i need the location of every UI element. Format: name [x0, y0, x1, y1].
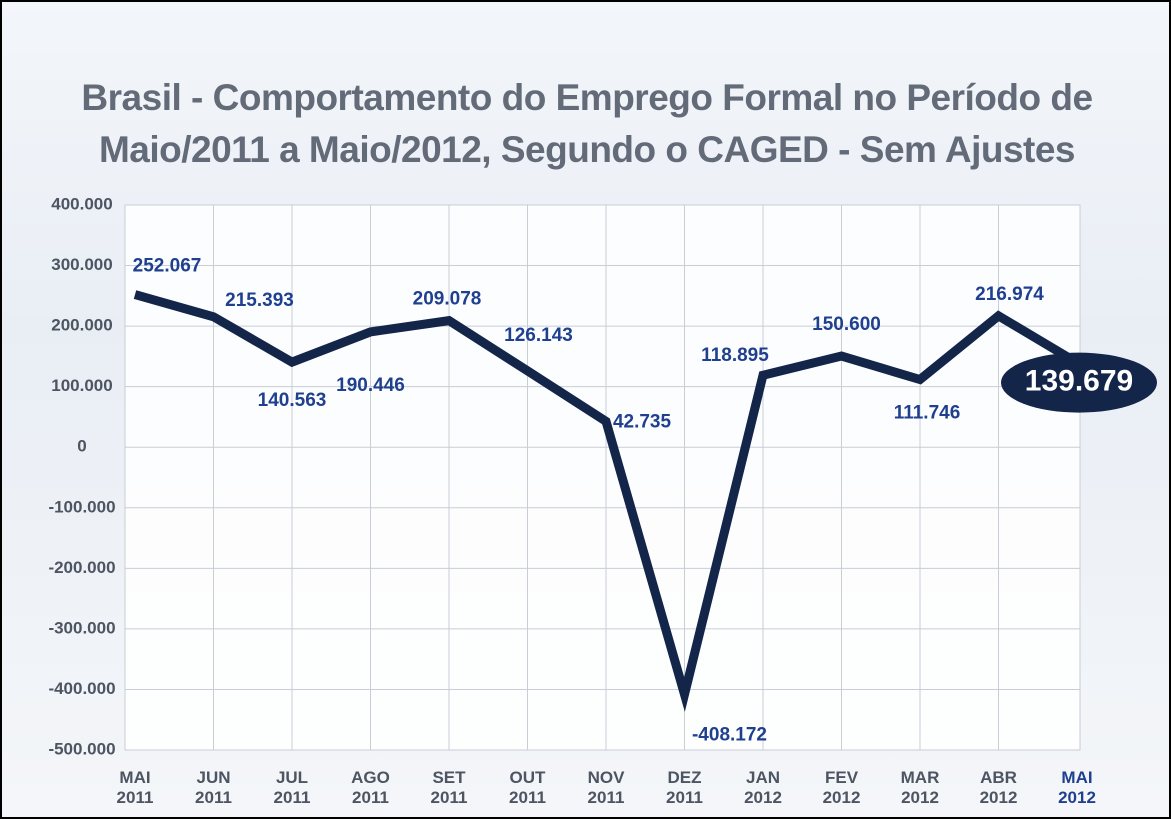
data-label: 190.446	[336, 375, 405, 396]
line	[133, 290, 1080, 712]
x-tick-label: ABR 2012	[979, 768, 1018, 807]
data-label: 126.143	[504, 325, 573, 346]
y-tick-label: 0	[77, 437, 86, 456]
data-label: 209.078	[413, 289, 482, 310]
x-tick-label: MAR 2012	[900, 768, 940, 807]
y-tick-label: 400.000	[51, 194, 112, 213]
y-tick-label: -500.000	[48, 739, 115, 758]
y-tick-label: 100.000	[51, 376, 112, 395]
x-tick-label: MAI 2011	[116, 768, 154, 807]
y-tick-label: 300.000	[51, 255, 112, 274]
data-label: 139.679	[1025, 365, 1133, 398]
data-label: 150.600	[812, 314, 881, 335]
plot-area	[124, 204, 1081, 751]
x-tick-label: JUN 2011	[195, 768, 232, 807]
y-tick-label: -200.000	[48, 558, 115, 577]
data-label: -408.172	[692, 724, 767, 745]
x-tick-label: MAI 2012	[1058, 768, 1096, 807]
data-label: 140.563	[258, 390, 327, 411]
x-tick-label: SET 2011	[430, 768, 468, 807]
y-tick-label: 200.000	[51, 316, 112, 335]
data-label: 215.393	[225, 290, 294, 311]
highlight-badge	[1001, 352, 1157, 413]
x-tick-label: AGO 2011	[351, 768, 390, 807]
y-tick-label: -300.000	[48, 618, 115, 637]
y-tick-label: -400.000	[48, 679, 115, 698]
data-label: 252.067	[133, 256, 202, 277]
data-label: 42.735	[613, 411, 672, 432]
x-tick-label: FEV 2012	[822, 768, 861, 807]
data-label: 216.974	[975, 284, 1044, 305]
data-label: 111.746	[894, 403, 961, 424]
x-tick-label: JAN 2012	[744, 768, 782, 807]
x-tick-label: DEZ 2011	[666, 768, 703, 807]
chart-title: Brasil - Comportamento do Emprego Formal…	[81, 77, 1093, 170]
data-label: 118.895	[701, 345, 769, 366]
x-tick-label: OUT 2011	[509, 768, 546, 807]
y-tick-label: -100.000	[48, 497, 115, 516]
x-tick-label: NOV 2011	[587, 768, 625, 807]
x-tick-label: JUL 2011	[273, 768, 311, 807]
